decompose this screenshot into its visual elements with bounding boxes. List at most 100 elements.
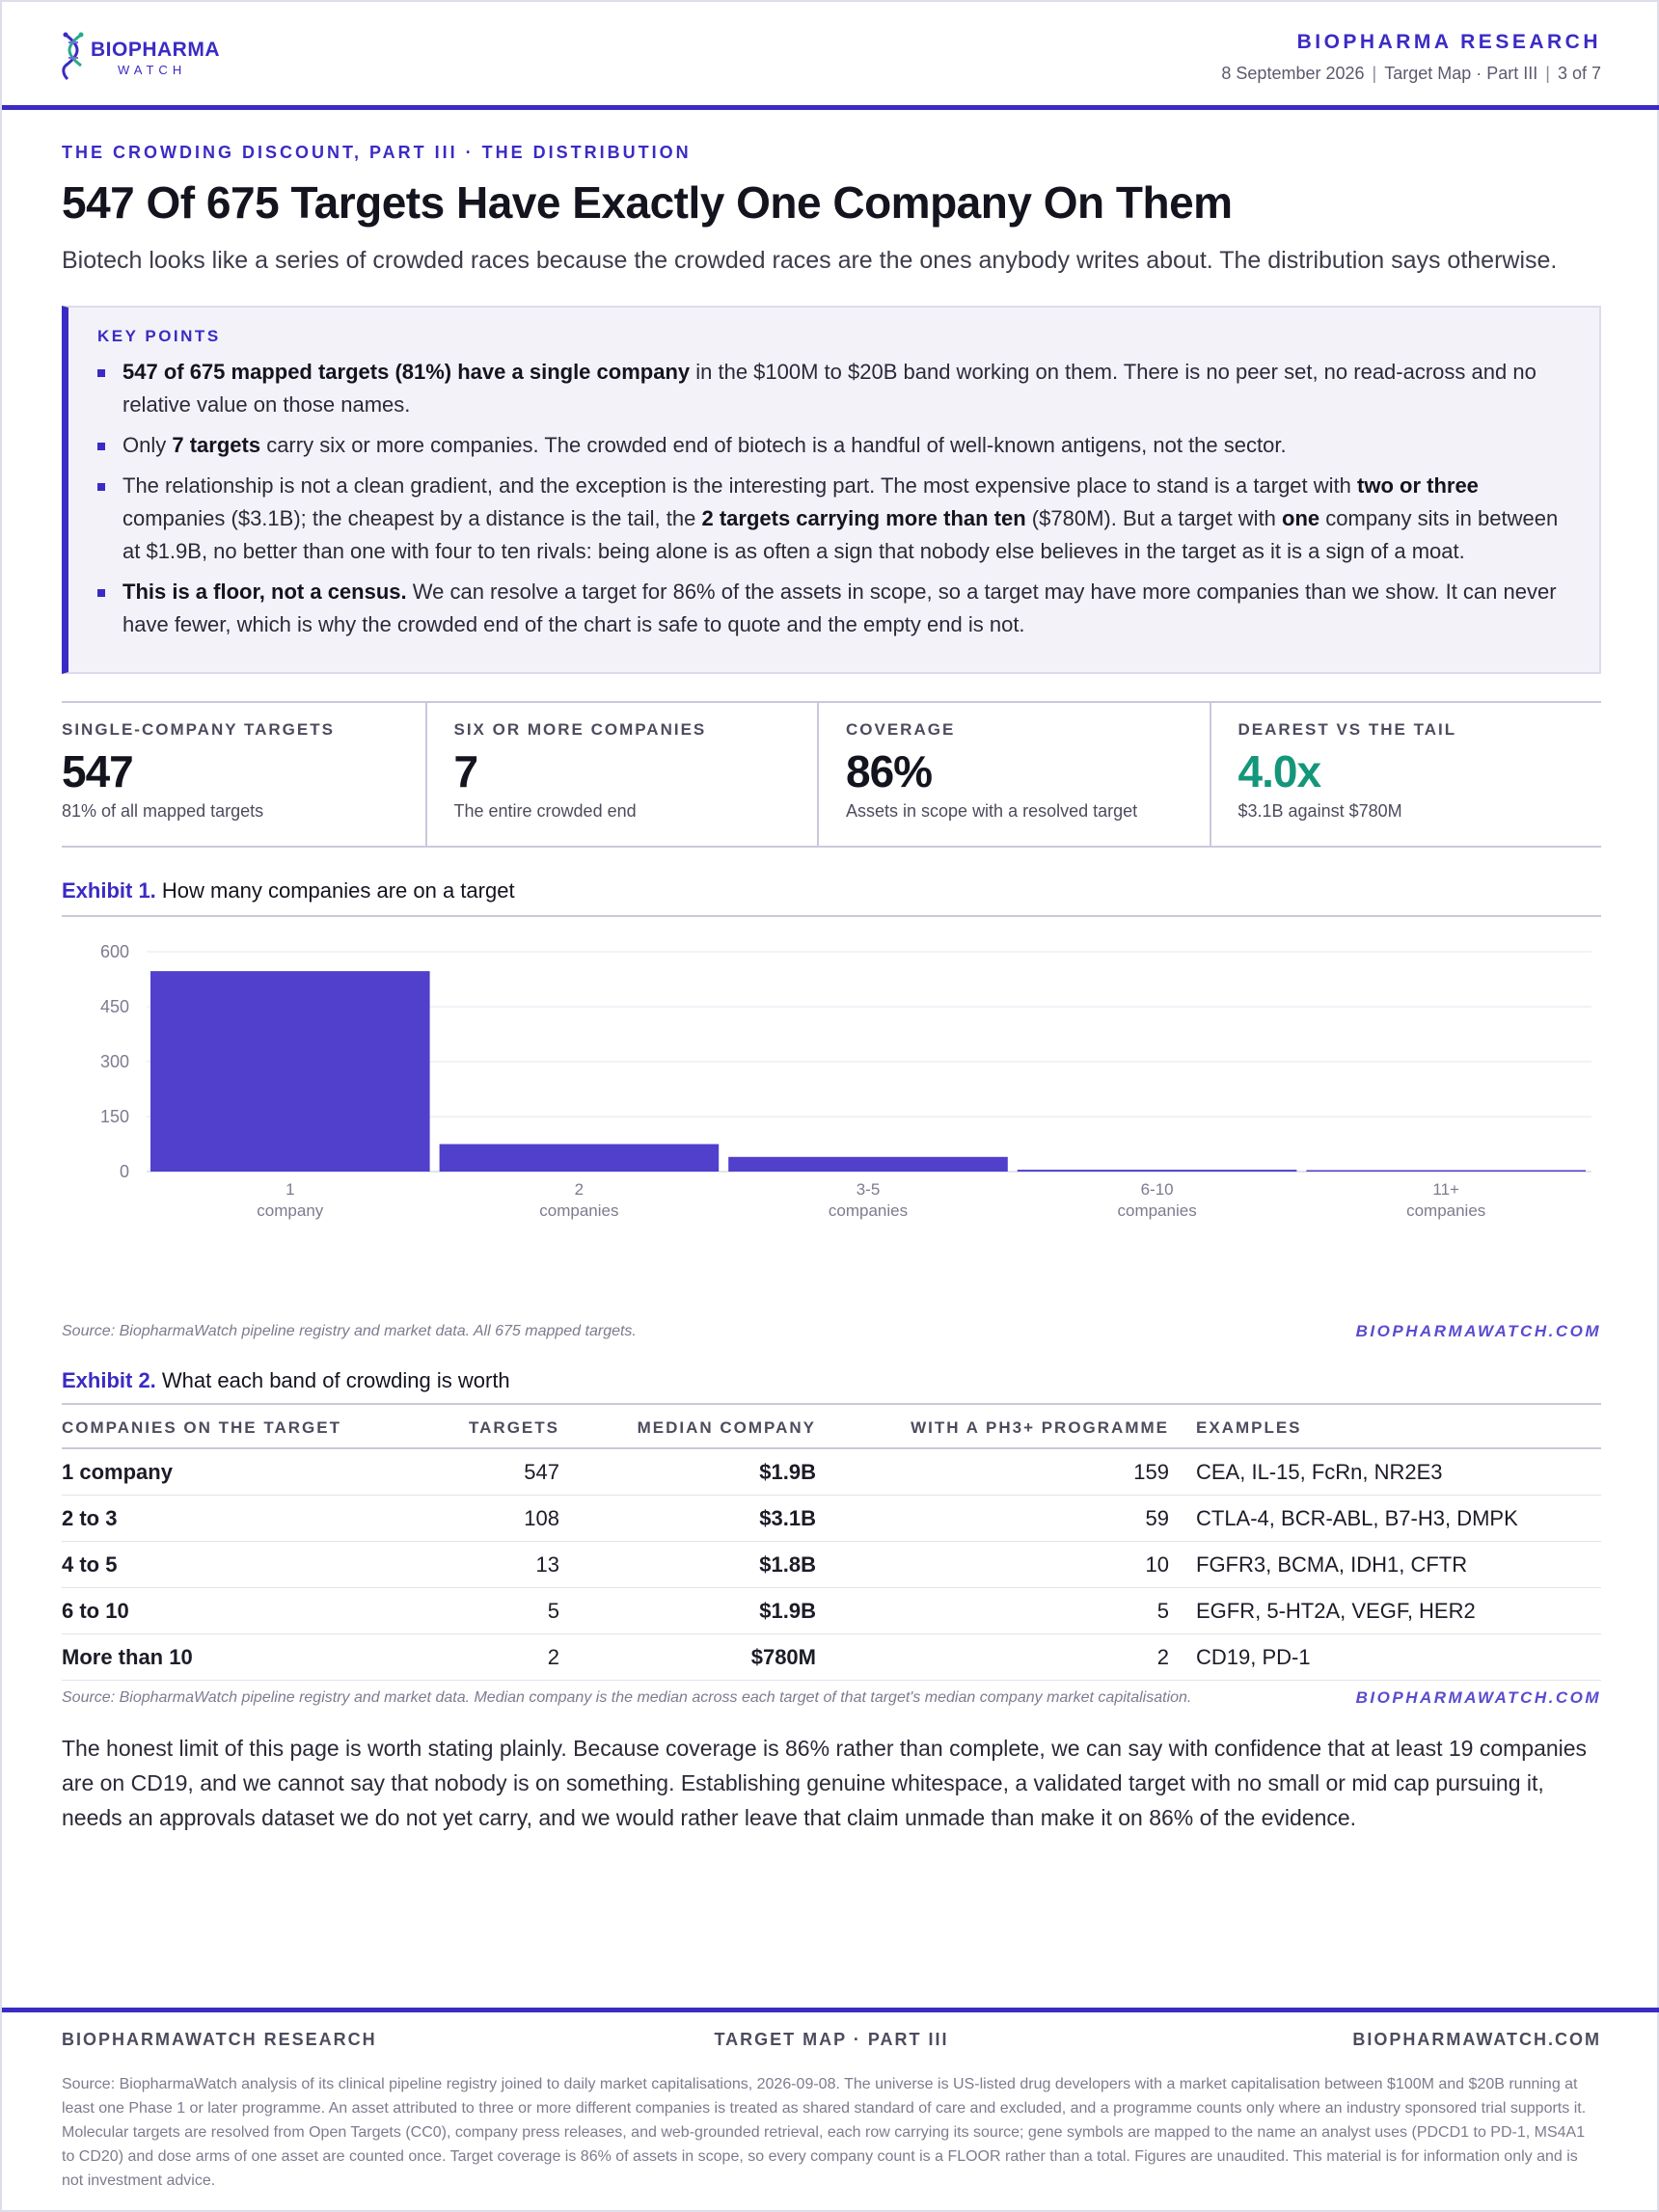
stat-label: SINGLE-COMPANY TARGETS <box>62 720 335 739</box>
article-dek: Biotech looks like a series of crowded r… <box>62 247 1558 274</box>
footer-publisher: BIOPHARMAWATCH RESEARCH <box>62 2030 377 2049</box>
bar <box>1017 1170 1297 1172</box>
cell-ph3: 59 <box>816 1495 1169 1542</box>
col-header-ph3: WITH A PH3+ PROGRAMME <box>816 1404 1169 1449</box>
cell-targets: 5 <box>390 1587 559 1634</box>
bar <box>728 1156 1008 1172</box>
cell-median: $1.8B <box>559 1541 816 1588</box>
key-point-emphasis: This is a floor, not a census. <box>122 580 407 604</box>
cell-examples: CTLA-4, BCR-ABL, B7-H3, DMPK <box>1169 1495 1601 1542</box>
col-header-examples: EXAMPLES <box>1169 1404 1601 1449</box>
x-tick-label: companies <box>1406 1201 1485 1220</box>
exhibit-1-label: Exhibit 1. <box>62 878 156 903</box>
table-row: More than 10 2 $780M 2 CD19, PD-1 <box>62 1633 1601 1681</box>
x-tick-label: 3-5 <box>857 1180 881 1199</box>
key-point-text: carry six or more companies. The crowded… <box>260 433 1287 457</box>
key-point-emphasis: 7 targets <box>172 433 261 457</box>
main-content: THE CROWDING DISCOUNT, PART III · THE DI… <box>62 110 1601 1835</box>
table-body: 1 company 547 $1.9B 159 CEA, IL-15, FcRn, NR… <box>62 1448 1601 1681</box>
key-point-text: The relationship is not a clean gradient… <box>122 473 1358 498</box>
cell-median: $1.9B <box>559 1448 816 1496</box>
exhibit-1-site-link[interactable]: BIOPHARMAWATCH.COM <box>1355 1322 1601 1340</box>
stat-value: 4.0x <box>1237 746 1322 796</box>
stat-value: 547 <box>62 746 134 796</box>
cell-targets: 13 <box>390 1541 559 1588</box>
x-tick-label: companies <box>829 1201 908 1220</box>
key-point-emphasis: 547 of 675 mapped targets (81%) have a s… <box>122 360 691 384</box>
cell-ph3: 2 <box>816 1633 1169 1681</box>
cell-band: 1 company <box>62 1448 390 1496</box>
col-header-median: MEDIAN COMPANY <box>559 1404 816 1449</box>
stat-label: SIX OR MORE COMPANIES <box>453 720 707 739</box>
x-tick-label: 6-10 <box>1141 1180 1174 1199</box>
col-header-band: COMPANIES ON THE TARGET <box>62 1404 390 1449</box>
cell-median: $780M <box>559 1633 816 1681</box>
x-tick-label: company <box>257 1201 323 1220</box>
y-tick-label: 0 <box>120 1162 129 1181</box>
bar <box>1306 1170 1586 1172</box>
footer-site-link[interactable]: BIOPHARMAWATCH.COM <box>1352 2030 1601 2049</box>
footer-row: TARGET MAP · PART III BIOPHARMAWATCH RES… <box>62 2012 1601 2059</box>
cell-targets: 2 <box>390 1633 559 1681</box>
bar <box>150 971 430 1172</box>
key-points-box: KEY POINTS 547 of 675 mapped targets (81… <box>62 306 1601 674</box>
cell-examples: EGFR, 5-HT2A, VEGF, HER2 <box>1169 1587 1601 1634</box>
brand-logo[interactable]: BIOPHARMA WATCH <box>60 31 224 81</box>
page-header: BIOPHARMA WATCH BIOPHARMA RESEARCH 8 Sep… <box>2 2 1659 110</box>
stat-subtext: $3.1B against $780M <box>1237 801 1402 821</box>
key-point-text: We can resolve a target for 86% of the a… <box>122 580 1557 636</box>
dna-helix-icon <box>62 32 84 81</box>
key-point-text: companies ($3.1B); the cheapest by a dis… <box>122 506 702 530</box>
exhibit-2-site-link[interactable]: BIOPHARMAWATCH.COM <box>1355 1688 1601 1707</box>
key-point-item: This is a floor, not a census. We can re… <box>97 576 1572 641</box>
stat-value: 86% <box>846 746 933 796</box>
y-tick-label: 300 <box>100 1052 129 1071</box>
x-tick-label: 2 <box>575 1180 584 1199</box>
cell-ph3: 10 <box>816 1541 1169 1588</box>
key-points-list: 547 of 675 mapped targets (81%) have a s… <box>97 356 1572 641</box>
stat-label: COVERAGE <box>846 720 956 739</box>
bar <box>439 1144 720 1172</box>
exhibit-1-title: Exhibit 1. How many companies are on a t… <box>62 878 1601 917</box>
key-point-text: company sits in between at $1.9B, no bet… <box>122 506 1559 563</box>
key-point-item: Only 7 targets carry six or more compani… <box>97 429 1572 462</box>
key-point-text: in the $100M to $20B band working on the… <box>122 360 1537 417</box>
key-points-heading: KEY POINTS <box>97 327 221 345</box>
x-tick-label: companies <box>1117 1201 1196 1220</box>
cell-examples: CD19, PD-1 <box>1169 1633 1601 1681</box>
header-details: 8 September 2026 | Target Map · Part III | 3… <box>1221 64 1601 83</box>
logo-wordmark: BIOPHARMA <box>91 39 220 61</box>
cell-median: $1.9B <box>559 1587 816 1634</box>
key-point-emphasis: two or three <box>1357 473 1479 498</box>
table-row: 1 company 547 $1.9B 159 CEA, IL-15, FcRn, NR… <box>62 1448 1601 1496</box>
key-point-emphasis: 2 targets carrying more than ten <box>701 506 1026 530</box>
exhibit-1-heading: How many companies are on a target <box>161 878 515 903</box>
logo-subword: WATCH <box>118 63 187 77</box>
header-brand: BIOPHARMA RESEARCH <box>1296 31 1601 53</box>
stat-card: COVERAGE 86% Assets in scope with a resolv… <box>819 703 1211 846</box>
article-kicker: THE CROWDING DISCOUNT, PART III · THE DI… <box>62 143 692 162</box>
y-tick-label: 450 <box>100 997 129 1016</box>
y-tick-label: 150 <box>100 1107 129 1126</box>
cell-examples: FGFR3, BCMA, IDH1, CFTR <box>1169 1541 1601 1588</box>
cell-examples: CEA, IL-15, FcRn, NR2E3 <box>1169 1448 1601 1496</box>
table-header-row: COMPANIES ON THE TARGET TARGETS MEDIAN C… <box>62 1404 1601 1449</box>
bar-chart-svg: 0 150 300 450 600 1 company 2 companies 3-5 compan… <box>100 942 1591 1220</box>
cell-ph3: 5 <box>816 1587 1169 1634</box>
article-title: 547 Of 675 Targets Have Exactly One Comp… <box>62 177 1233 228</box>
table-row: 6 to 10 5 $1.9B 5 EGFR, 5-HT2A, VEGF, HER2 <box>62 1587 1601 1634</box>
x-tick-label: companies <box>539 1201 618 1220</box>
table-row: 4 to 5 13 $1.8B 10 FGFR3, BCMA, IDH1, CFTR <box>62 1541 1601 1588</box>
cell-band: 2 to 3 <box>62 1495 390 1542</box>
x-tick-label: 1 <box>286 1180 294 1199</box>
cell-median: $3.1B <box>559 1495 816 1542</box>
stat-card: DEAREST VS THE TAIL 4.0x $3.1B against $78… <box>1211 703 1602 846</box>
stat-card: SINGLE-COMPANY TARGETS 547 81% of all mapp… <box>62 703 427 846</box>
footer-series: TARGET MAP · PART III <box>714 2030 949 2049</box>
stat-label: DEAREST VS THE TAIL <box>1237 720 1457 739</box>
x-tick-label: 11+ <box>1432 1180 1459 1199</box>
exhibit-2-heading: What each band of crowding is worth <box>161 1368 510 1392</box>
exhibit-1-source: Source: BiopharmaWatch pipeline registry… <box>62 1323 637 1339</box>
stat-subtext: The entire crowded end <box>453 801 637 821</box>
